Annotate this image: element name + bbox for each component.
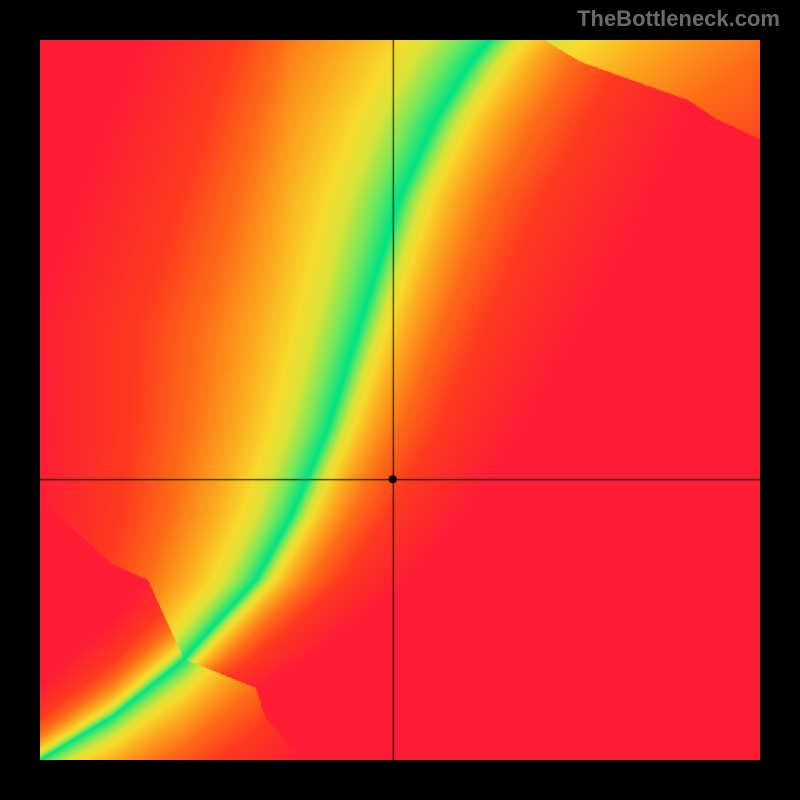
watermark-text: TheBottleneck.com <box>577 6 780 32</box>
heatmap-canvas <box>40 40 760 760</box>
bottleneck-heatmap <box>40 40 760 760</box>
